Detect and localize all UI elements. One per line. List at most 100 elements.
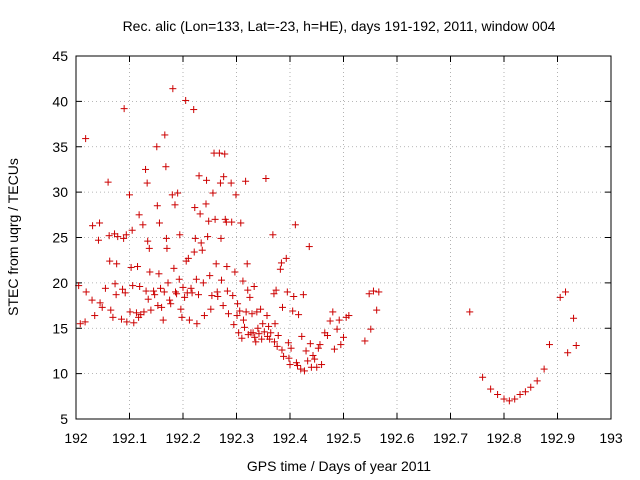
data-point [375,288,383,296]
data-point [466,308,474,316]
data-point [271,320,279,328]
data-point [272,286,280,294]
data-point [260,328,268,336]
data-point [174,189,182,197]
data-point [127,263,135,271]
y-tick-label: 20 [52,275,68,291]
data-point [177,305,185,313]
x-tick-label: 193 [599,430,623,446]
data-point [242,177,250,185]
data-point [223,287,231,295]
data-point [282,254,290,262]
data-point [219,302,227,310]
data-point [223,263,231,271]
y-tick-labels: 5 10 15 20 25 30 35 40 45 [52,48,68,427]
data-point [132,309,140,317]
data-point [262,175,270,183]
data-point [198,246,206,254]
data-point [304,357,312,365]
data-point [164,279,172,287]
data-point [333,325,341,333]
data-point [253,308,261,316]
data-point [179,283,187,291]
data-point [145,244,153,252]
data-point [208,292,216,300]
data-point [233,312,241,320]
data-point [511,395,519,403]
data-point [231,268,239,276]
data-point [309,351,317,359]
data-point [153,143,161,151]
data-point [285,354,293,362]
chart-title: Rec. alic (Lon=133, Lat=-23, h=HE), days… [123,18,556,34]
data-point [91,312,99,320]
data-point [136,283,144,291]
data-point [144,295,152,303]
data-point [82,288,90,296]
data-point [270,290,278,298]
data-point [228,218,236,226]
data-point [121,289,129,297]
data-point [570,314,578,322]
data-point [221,150,229,158]
data-point [191,234,199,242]
data-point [365,290,373,298]
data-point [96,299,104,307]
data-point [112,291,120,299]
data-point [158,303,166,311]
data-point [244,286,252,294]
data-point [111,280,119,288]
data-point [323,332,331,340]
data-point [369,287,377,295]
data-point [195,172,203,180]
data-point [329,308,337,316]
data-point [162,163,170,171]
data-point [479,373,487,381]
data-point [300,367,308,375]
data-point [527,383,535,391]
data-point [500,395,508,403]
data-point [142,165,150,173]
data-point [287,344,295,352]
data-point [335,316,343,324]
data-point [266,335,274,343]
data-point [313,363,321,371]
data-point [120,234,128,242]
data-point [361,337,369,345]
data-point [150,287,158,295]
data-point [202,200,210,208]
data-point [326,317,334,325]
data-point [146,268,154,276]
y-tick-label: 5 [60,411,68,427]
data-point [254,324,262,332]
data-point [187,284,195,292]
data-point [258,335,266,343]
data-point [188,289,196,297]
data-point [224,310,232,318]
data-point [230,321,238,329]
data-point [214,292,222,300]
data-point [276,265,284,273]
data-point [113,260,121,268]
data-point [250,283,258,291]
data-point [291,221,299,229]
data-point [147,306,155,314]
data-point [101,284,109,292]
data-point [274,332,282,340]
x-tick-label: 192.6 [379,430,414,446]
data-point [298,332,306,340]
data-point [106,257,114,265]
data-point [295,311,303,319]
data-point [190,248,198,256]
y-tick-label: 25 [52,230,68,246]
data-point [306,340,314,348]
data-point [120,105,128,113]
data-point [242,308,250,316]
data-point [105,232,113,240]
data-point [279,303,287,311]
data-point [293,361,301,369]
data-point [286,361,294,369]
y-tick-label: 15 [52,320,68,336]
data-point [162,234,170,242]
data-point [215,149,223,157]
